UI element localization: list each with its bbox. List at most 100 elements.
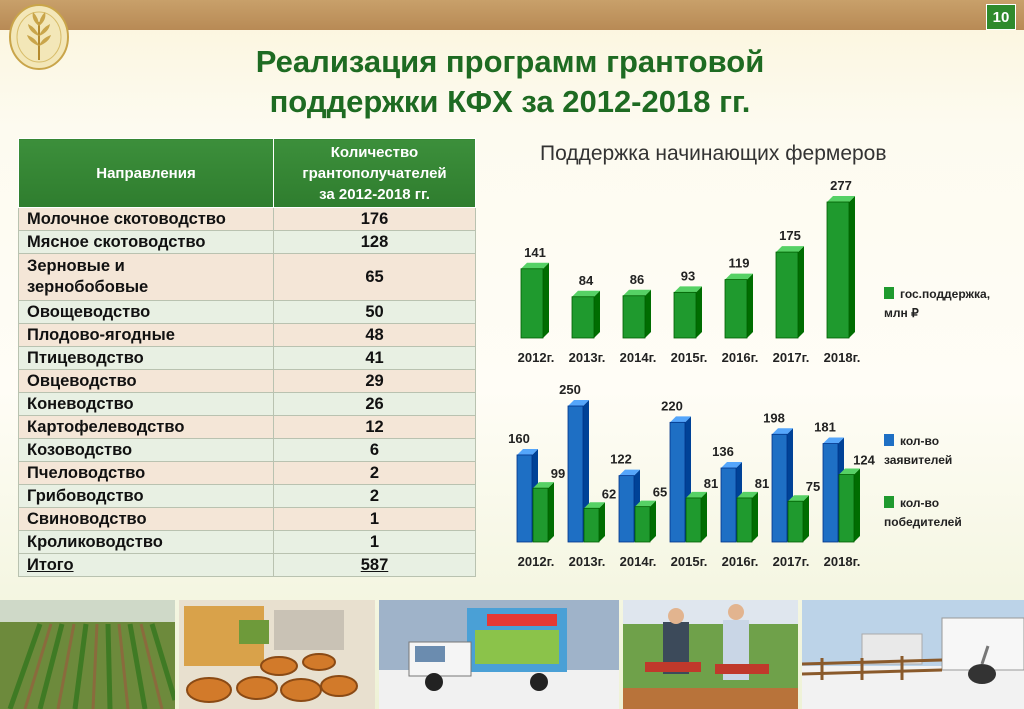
support-funding-chart: 141 84 86 93 119 175 277 2012г. 2013г. 2014г. 2015…	[518, 178, 861, 365]
legend-swatch	[884, 496, 894, 508]
page-title: Реализация программ грантовой поддержки …	[255, 44, 765, 119]
table-row: Коневодство 26	[18, 392, 476, 416]
row-value: 176	[273, 207, 476, 231]
row-value: 48	[273, 323, 476, 347]
data-label: 124	[853, 453, 875, 468]
photo-strip	[0, 600, 1024, 709]
data-label: 62	[602, 486, 616, 501]
bar-winners	[685, 491, 707, 543]
table-row: Молочное скотоводство 176	[18, 207, 476, 231]
bar-support	[673, 286, 702, 339]
x-tick-label: 2017г.	[773, 554, 810, 569]
row-label: Свиноводство	[18, 507, 274, 531]
data-label: 277	[830, 178, 852, 193]
row-value: 26	[273, 392, 476, 416]
bar-winners	[532, 482, 554, 543]
total-label: Итого	[18, 553, 274, 577]
row-label: Коневодство	[18, 392, 274, 416]
legend-swatch	[884, 287, 894, 299]
table-row: Плодово-ягодные 48	[18, 323, 476, 347]
table-row: Овощеводство 50	[18, 300, 476, 324]
table-row: Картофелеводство 12	[18, 415, 476, 439]
data-label: 160	[508, 431, 530, 446]
table-row: Овцеводство 29	[18, 369, 476, 393]
data-label: 220	[661, 398, 683, 413]
seedling-field-photo	[0, 600, 175, 709]
table-row: Кролиководство 1	[18, 530, 476, 554]
row-value: 50	[273, 300, 476, 324]
table-row: Свиноводство 1	[18, 507, 476, 531]
x-tick-label: 2013г.	[569, 554, 606, 569]
x-tick-label: 2014г.	[620, 350, 657, 365]
strawberry-farmers-photo	[623, 600, 798, 709]
row-label: Овцеводство	[18, 369, 274, 393]
x-tick-label: 2015г.	[671, 350, 708, 365]
row-label: Мясное скотоводство	[18, 230, 274, 254]
row-value: 128	[273, 230, 476, 254]
x-tick-label: 2015г.	[671, 554, 708, 569]
table-row: Зерновые и зернобобовые 65	[18, 253, 476, 301]
data-label: 93	[681, 268, 695, 283]
bar-winners	[787, 495, 809, 543]
row-value: 1	[273, 507, 476, 531]
ostrich-farm-photo	[802, 600, 1024, 709]
livestock-truck-photo	[379, 600, 619, 709]
row-label: Грибоводство	[18, 484, 274, 508]
row-label: Зерновые и зернобобовые	[18, 253, 274, 301]
data-label: 198	[763, 410, 785, 425]
x-tick-label: 2018г.	[824, 350, 861, 365]
table-row: Козоводство 6	[18, 438, 476, 462]
x-tick-label: 2016г.	[722, 554, 759, 569]
bar-winners	[583, 502, 605, 543]
table-row: Пчеловодство 2	[18, 461, 476, 485]
row-value: 29	[273, 369, 476, 393]
x-tick-label: 2016г.	[722, 350, 759, 365]
table-row: Грибоводство 2	[18, 484, 476, 508]
row-value: 41	[273, 346, 476, 370]
data-label: 99	[551, 466, 565, 481]
x-tick-label: 2012г.	[518, 554, 555, 569]
row-value: 1	[273, 530, 476, 554]
page-number: 10	[986, 4, 1016, 30]
x-tick-label: 2013г.	[569, 350, 606, 365]
row-value: 65	[273, 253, 476, 301]
data-label: 81	[704, 476, 718, 491]
row-value: 12	[273, 415, 476, 439]
total-row: Итого 587	[18, 553, 476, 577]
row-value: 2	[273, 484, 476, 508]
bar-support	[622, 289, 651, 339]
row-value: 2	[273, 461, 476, 485]
grants-table: Направления Количество грантополучателей…	[18, 138, 476, 577]
data-label: 86	[630, 272, 644, 287]
x-tick-label: 2012г.	[518, 350, 555, 365]
row-label: Плодово-ягодные	[18, 323, 274, 347]
row-label: Козоводство	[18, 438, 274, 462]
total-value: 587	[273, 553, 476, 577]
bar-support	[775, 246, 804, 339]
data-label: 141	[524, 245, 546, 260]
bar-applicants	[567, 400, 589, 543]
table-row: Мясное скотоводство 128	[18, 230, 476, 254]
data-label: 250	[559, 382, 581, 397]
applicants-winners-chart: 160 99 2012г. 250 62 2013г. 122 65 2014г. 220 81 20…	[508, 382, 875, 569]
data-label: 65	[653, 485, 667, 500]
row-label: Пчеловодство	[18, 461, 274, 485]
honey-jars-photo	[179, 600, 375, 709]
row-label: Кролиководство	[18, 530, 274, 554]
legend-winners: кол-во победителей	[884, 496, 962, 529]
data-label: 181	[814, 420, 836, 435]
row-value: 6	[273, 438, 476, 462]
row-label: Молочное скотоводство	[18, 207, 274, 231]
table-row: Птицеводство 41	[18, 346, 476, 370]
bar-winners	[838, 468, 860, 543]
bar-winners	[634, 500, 656, 543]
top-bar	[0, 0, 1024, 30]
row-label: Картофелеводство	[18, 415, 274, 439]
bar-winners	[736, 491, 758, 543]
data-label: 119	[729, 256, 750, 271]
data-label: 84	[579, 273, 594, 288]
data-label: 122	[610, 452, 632, 467]
data-label: 75	[806, 479, 820, 494]
legend-support: гос.поддержка, млн ₽	[884, 287, 991, 320]
x-tick-label: 2018г.	[824, 554, 861, 569]
